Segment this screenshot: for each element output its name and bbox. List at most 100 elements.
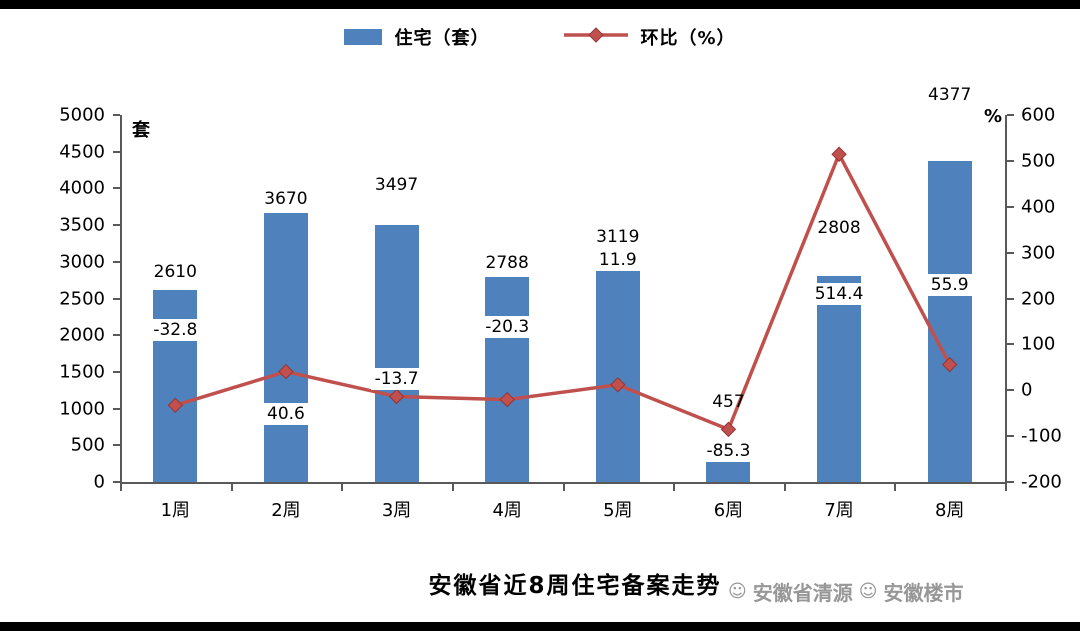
line-value-label: -13.7 [370, 367, 423, 390]
legend-line-label: 环比（%） [640, 28, 736, 49]
line-value-label: 514.4 [810, 283, 868, 306]
left-axis-tick-label: 4500 [59, 141, 105, 163]
bar [485, 277, 530, 482]
x-axis-category-label: 4周 [492, 500, 522, 521]
line-value-label: 55.9 [926, 273, 973, 296]
right-axis-tick-label: 200 [1021, 288, 1056, 309]
bar-value-label: 3670 [264, 188, 308, 209]
bar [927, 160, 972, 482]
left-axis-tick-label: 1500 [59, 361, 105, 383]
right-axis-tick-label: 500 [1021, 150, 1056, 172]
left-axis-tick-label: 4000 [59, 177, 105, 199]
bar [595, 253, 640, 482]
bar-value-label: 457 [712, 392, 745, 413]
bar-value-label: 4377 [928, 84, 972, 105]
line-marker-icon [610, 377, 626, 393]
bar-value-label: 3119 [596, 227, 640, 248]
left-axis-tick [113, 297, 120, 300]
right-axis-tick [1007, 389, 1014, 392]
left-axis-tick [113, 444, 120, 447]
left-axis-tick-label: 3500 [59, 214, 105, 236]
line-value-label: 11.9 [594, 248, 641, 271]
line-marker-icon [167, 397, 184, 414]
x-axis-tick [673, 484, 676, 491]
x-axis-tick [230, 484, 233, 491]
smiley-face-icon: ☺ [728, 581, 747, 602]
right-axis-tick-label: 300 [1021, 242, 1056, 264]
x-axis-tick [451, 484, 454, 491]
left-axis-tick-label: 1000 [59, 398, 105, 420]
right-axis-unit-label: % [984, 106, 1003, 127]
x-axis-category-label: 6周 [713, 500, 744, 521]
x-axis-tick [341, 484, 344, 491]
left-axis-tick [113, 370, 120, 373]
bar-value-label: 2610 [153, 262, 197, 283]
left-axis-unit-label: 套 [132, 120, 150, 141]
right-axis-tick-label: 600 [1021, 104, 1056, 126]
x-axis-tick [120, 484, 122, 491]
left-axis-tick [113, 187, 120, 190]
line-series-swatch-icon [564, 26, 629, 48]
left-axis-tick [113, 481, 120, 483]
left-axis-tick-label: 5000 [59, 104, 105, 126]
left-axis-tick [113, 114, 120, 116]
x-axis-category-label: 1周 [160, 500, 191, 521]
chart-title: 安徽省近8周住宅备案走势 [428, 573, 722, 599]
legend-bar-label: 住宅（套） [394, 28, 490, 49]
x-axis-tick [562, 484, 565, 491]
line-marker-icon [388, 388, 405, 405]
left-axis-tick-label: 2000 [59, 324, 105, 346]
line-marker-icon [720, 421, 737, 438]
x-axis-tick [783, 484, 786, 491]
x-axis-category-label: 8周 [934, 500, 965, 521]
x-axis-category-label: 2周 [271, 500, 301, 521]
left-axis-tick-label: 500 [70, 434, 105, 456]
left-axis-tick-label: 3000 [59, 251, 105, 273]
line-marker-icon [831, 146, 847, 162]
bar [374, 225, 419, 482]
x-axis-category-label: 3周 [381, 500, 412, 521]
chart-legend: 住宅（套） 环比（%） [0, 24, 1080, 50]
left-axis-tick [113, 224, 120, 227]
right-axis-tick-label: 0 [1021, 379, 1033, 401]
x-axis-category-label: 5周 [603, 500, 633, 521]
right-axis-tick-label: 100 [1021, 333, 1056, 355]
right-axis-line [1005, 115, 1007, 482]
line-value-label: 40.6 [263, 402, 309, 425]
line-marker-icon [278, 363, 294, 380]
bar-value-label: 2788 [485, 253, 529, 274]
right-axis-tick [1007, 251, 1014, 254]
right-axis-tick-label: 400 [1021, 196, 1056, 218]
right-axis-tick [1007, 114, 1014, 116]
bar-value-label: 3497 [374, 175, 419, 196]
watermark: ☺ 安徽省清源 ☺ 安徽楼市 [728, 577, 964, 606]
left-axis-tick-label: 0 [93, 471, 105, 493]
right-axis-tick [1007, 297, 1014, 300]
left-axis-line [120, 115, 122, 482]
watermark-text-first: 安徽省清源 [752, 581, 853, 605]
x-axis-line [120, 482, 1007, 484]
bar-series-swatch-icon [344, 29, 383, 45]
right-axis-tick [1007, 435, 1014, 438]
right-axis-tick [1007, 205, 1014, 208]
left-axis-tick [113, 407, 120, 410]
left-axis-tick-label: 2500 [59, 288, 105, 309]
bottom-border-bar [0, 622, 1080, 631]
x-axis-tick [894, 484, 897, 491]
legend-item-bar: 住宅（套） [344, 24, 489, 50]
left-axis-tick [113, 260, 120, 263]
right-axis-tick-label: -200 [1021, 471, 1062, 493]
right-axis-tick-label: -100 [1021, 425, 1062, 447]
line-marker-icon [499, 391, 515, 408]
x-axis-category-label: 7周 [824, 500, 854, 521]
watermark-text-second: 安徽楼市 [883, 581, 964, 605]
line-value-label: -20.3 [481, 315, 534, 338]
top-border-bar [0, 0, 1080, 9]
bar [817, 275, 862, 482]
left-axis-tick [113, 334, 120, 337]
left-axis-tick [113, 150, 120, 153]
smiley-face-icon: ☺ [858, 581, 878, 602]
